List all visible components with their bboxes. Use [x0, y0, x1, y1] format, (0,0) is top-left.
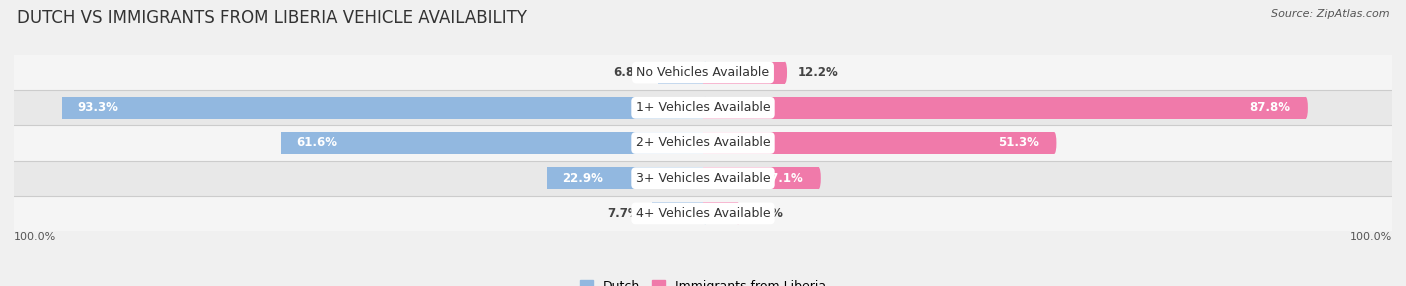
Bar: [62, 97, 703, 119]
Bar: [14, 161, 1392, 196]
Text: 5.4%: 5.4%: [751, 207, 783, 220]
Bar: [658, 62, 703, 84]
Bar: [14, 125, 1392, 161]
Circle shape: [703, 62, 707, 84]
Circle shape: [703, 167, 707, 189]
Bar: [703, 167, 818, 189]
Circle shape: [817, 167, 821, 189]
Text: 1+ Vehicles Available: 1+ Vehicles Available: [636, 101, 770, 114]
Bar: [703, 132, 1054, 154]
Circle shape: [1052, 132, 1056, 154]
Circle shape: [735, 202, 740, 224]
Bar: [703, 202, 738, 224]
Text: 6.8%: 6.8%: [613, 66, 645, 79]
Text: 17.1%: 17.1%: [763, 172, 804, 185]
Circle shape: [1303, 97, 1308, 119]
Text: 12.2%: 12.2%: [797, 66, 838, 79]
Text: Source: ZipAtlas.com: Source: ZipAtlas.com: [1271, 9, 1389, 19]
Text: 7.7%: 7.7%: [607, 207, 640, 220]
Text: 2+ Vehicles Available: 2+ Vehicles Available: [636, 136, 770, 150]
Text: No Vehicles Available: No Vehicles Available: [637, 66, 769, 79]
Text: 4+ Vehicles Available: 4+ Vehicles Available: [636, 207, 770, 220]
Circle shape: [783, 62, 787, 84]
Bar: [547, 167, 703, 189]
Bar: [703, 62, 785, 84]
Bar: [14, 196, 1392, 231]
Text: 51.3%: 51.3%: [998, 136, 1039, 150]
Bar: [281, 132, 703, 154]
Bar: [703, 97, 1306, 119]
Text: 100.0%: 100.0%: [1350, 232, 1392, 242]
Bar: [14, 55, 1392, 90]
Text: 22.9%: 22.9%: [562, 172, 603, 185]
Bar: [652, 202, 703, 224]
Text: 61.6%: 61.6%: [295, 136, 337, 150]
Circle shape: [703, 97, 707, 119]
Legend: Dutch, Immigrants from Liberia: Dutch, Immigrants from Liberia: [575, 275, 831, 286]
Circle shape: [703, 202, 707, 224]
Text: 93.3%: 93.3%: [77, 101, 118, 114]
Circle shape: [703, 132, 707, 154]
Bar: [14, 90, 1392, 125]
Text: 87.8%: 87.8%: [1250, 101, 1291, 114]
Text: DUTCH VS IMMIGRANTS FROM LIBERIA VEHICLE AVAILABILITY: DUTCH VS IMMIGRANTS FROM LIBERIA VEHICLE…: [17, 9, 527, 27]
Text: 100.0%: 100.0%: [14, 232, 56, 242]
Text: 3+ Vehicles Available: 3+ Vehicles Available: [636, 172, 770, 185]
